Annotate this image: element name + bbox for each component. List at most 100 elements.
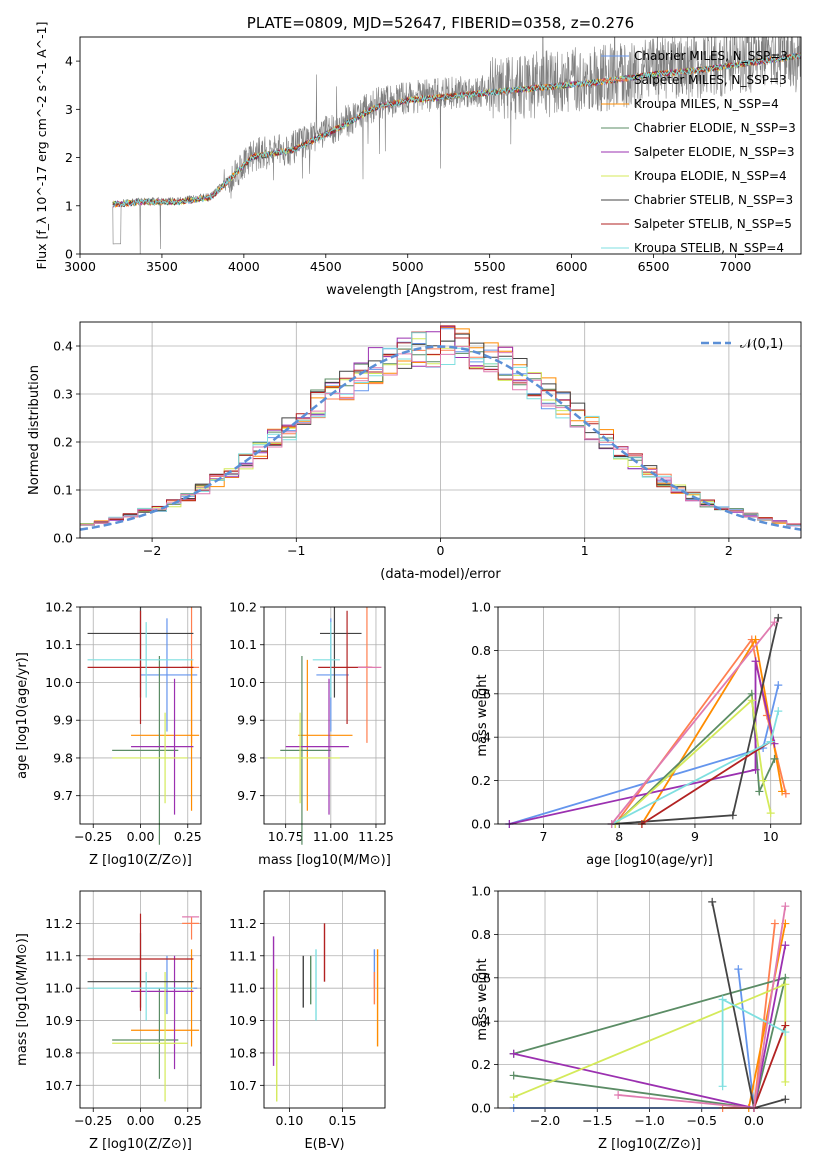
y-tick-label: 1.0: [471, 600, 491, 615]
axes-frame: [263, 606, 386, 825]
weight-marker: [751, 657, 760, 666]
legend-label: Kroupa STELIB, N_SSP=4: [634, 241, 784, 255]
legend-label: Kroupa ELODIE, N_SSP=4: [634, 169, 787, 183]
x-tick-label: 5000: [392, 259, 424, 274]
y-tick-label: 1.0: [471, 884, 491, 899]
weight-marker: [751, 635, 760, 644]
x-tick-label: 7: [539, 829, 547, 844]
weight-marker: [718, 1082, 727, 1091]
legend-label: Salpeter ELODIE, N_SSP=3: [634, 145, 795, 159]
x-tick-label: 0.15: [329, 1113, 357, 1128]
x-tick-label: −1.0: [634, 1113, 664, 1128]
weight-marker: [614, 1090, 623, 1099]
legend-label: 𝒩(0,1): [740, 337, 783, 352]
y-tick-label: 11.1: [45, 948, 73, 963]
weight-marker: [781, 941, 790, 950]
y-tick-label: 9.8: [237, 750, 257, 765]
x-axis-label: Z [log10(Z/Z⊙)]: [598, 1137, 701, 1152]
weight-marker: [774, 707, 783, 716]
axes-frame: [497, 606, 802, 825]
weight-marker: [781, 1077, 790, 1086]
axes-frame: [79, 606, 202, 825]
weight-line: [513, 968, 756, 1109]
y-tick-label: 0.4: [471, 730, 491, 745]
weight-marker: [734, 965, 743, 974]
axes-frame: [79, 321, 802, 539]
x-tick-label: 1: [581, 543, 589, 558]
weight-marker: [770, 618, 779, 627]
weight-marker: [718, 995, 727, 1004]
y-tick-label: 0.6: [471, 686, 491, 701]
x-tick-label: 2: [725, 543, 733, 558]
x-tick-label: 9: [691, 829, 699, 844]
y-tick-label: 0.4: [471, 1014, 491, 1029]
y-tick-label: 9.9: [53, 713, 73, 728]
x-tick-label: 0.10: [276, 1113, 304, 1128]
x-tick-label: 5500: [474, 259, 506, 274]
weight-line: [753, 1025, 787, 1109]
y-tick-label: 0.0: [471, 817, 491, 832]
weight-marker: [766, 737, 775, 746]
x-axis-label: age [log10(age/yr)]: [586, 853, 713, 868]
x-tick-label: −1.5: [582, 1113, 612, 1128]
x-tick-label: 0.00: [127, 1113, 155, 1128]
x-axis-label: mass [log10(M/M⊙)]: [258, 853, 391, 868]
weight-marker: [770, 754, 779, 763]
y-tick-label: 10.0: [229, 675, 257, 690]
y-tick-label: 9.7: [53, 788, 73, 803]
x-tick-label: −0.5: [687, 1113, 717, 1128]
y-tick-label: 10.1: [45, 637, 73, 652]
weight-marker: [774, 613, 783, 622]
legend-label: Chabrier ELODIE, N_SSP=3: [634, 121, 796, 135]
x-tick-label: 0: [437, 543, 445, 558]
x-axis-label: (data-model)/error: [380, 567, 501, 582]
y-axis-label: age [log10(age/yr)]: [15, 652, 30, 779]
y-tick-label: 11.2: [45, 916, 73, 931]
y-axis-label: Flux [f_λ 10^-17 erg cm^-2 s^-1 A^-1]: [34, 22, 49, 270]
x-tick-label: −2.0: [530, 1113, 560, 1128]
x-tick-label: 3500: [146, 259, 178, 274]
x-tick-label: 11.00: [313, 829, 349, 844]
x-tick-label: 0.0: [744, 1113, 764, 1128]
y-axis-label: mass weight: [475, 674, 490, 756]
legend-label: Chabrier MILES, N_SSP=3: [634, 49, 788, 63]
chart-title: PLATE=0809, MJD=52647, FIBERID=0358, z=0…: [247, 14, 634, 32]
x-tick-label: −0.25: [74, 829, 112, 844]
weight-marker: [509, 1093, 518, 1102]
weight-marker: [770, 919, 779, 928]
legend-label: Chabrier STELIB, N_SSP=3: [634, 193, 793, 207]
y-tick-label: 10.7: [229, 1078, 257, 1093]
weight-marker: [755, 787, 764, 796]
x-axis-label: wavelength [Angstrom, rest frame]: [326, 283, 555, 298]
y-tick-label: 3: [65, 102, 73, 117]
y-tick-label: 10.0: [45, 675, 73, 690]
y-tick-label: 11.1: [229, 948, 257, 963]
x-tick-label: 3000: [64, 259, 96, 274]
legend-label: Salpeter STELIB, N_SSP=5: [634, 217, 792, 231]
y-tick-label: 0.0: [53, 531, 73, 546]
weight-line: [513, 976, 787, 1110]
x-tick-label: −1: [287, 543, 305, 558]
weight-line: [747, 923, 787, 1109]
y-tick-label: 10.8: [229, 1045, 257, 1060]
weight-marker: [759, 776, 768, 785]
y-tick-label: 0.4: [53, 339, 73, 354]
y-tick-label: 10.7: [45, 1078, 73, 1093]
weight-marker: [751, 765, 760, 774]
y-tick-label: 10.9: [45, 1013, 73, 1028]
x-tick-label: −0.25: [74, 1113, 112, 1128]
weight-marker: [728, 811, 737, 820]
normal-curve: [79, 345, 802, 531]
y-tick-label: 10.1: [229, 637, 257, 652]
axes-frame: [497, 890, 802, 1109]
x-tick-label: 8: [615, 829, 623, 844]
x-tick-label: 10: [763, 829, 779, 844]
y-tick-label: 0: [65, 247, 73, 262]
weight-marker: [774, 681, 783, 690]
y-tick-label: 1: [65, 198, 73, 213]
weight-marker: [781, 1095, 790, 1104]
y-tick-label: 0.3: [53, 387, 73, 402]
weight-marker: [781, 980, 790, 989]
weight-marker: [781, 902, 790, 911]
legend-label: Salpeter MILES, N_SSP=3: [634, 73, 787, 87]
